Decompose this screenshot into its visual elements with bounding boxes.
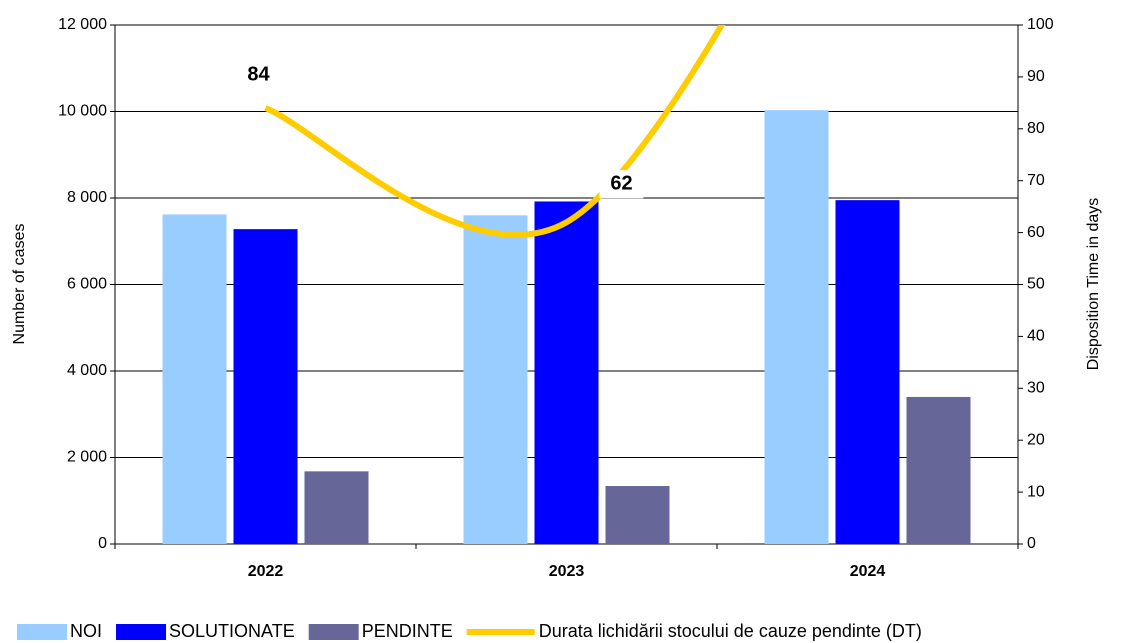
y-tick-label: 8 000 <box>67 189 107 206</box>
y-tick-label: 4 000 <box>67 362 107 379</box>
y2-axis-title: Disposition Time in days <box>1085 198 1102 371</box>
y2-tick-label: 50 <box>1027 276 1045 293</box>
bar <box>605 486 670 544</box>
bar <box>304 471 369 544</box>
bar <box>764 110 829 544</box>
y-tick-label: 12 000 <box>58 16 107 33</box>
legend-swatch <box>17 624 67 640</box>
data-label: 84 <box>247 63 270 85</box>
x-tick-label: 2024 <box>850 563 886 580</box>
y2-tick-label: 40 <box>1027 328 1045 345</box>
y-tick-label: 10 000 <box>58 103 107 120</box>
legend-label: SOLUTIONATE <box>169 621 295 641</box>
x-tick-label: 2023 <box>549 563 585 580</box>
legend-label: NOI <box>70 621 102 641</box>
x-tick-label: 2022 <box>248 563 284 580</box>
bar <box>233 229 298 544</box>
data-label: 62 <box>610 173 632 195</box>
legend-swatch <box>116 624 167 640</box>
legend-label: Durata lichidării stocului de cauze pend… <box>539 621 922 641</box>
y2-tick-label: 60 <box>1027 224 1045 241</box>
line <box>264 25 726 238</box>
y2-tick-label: 10 <box>1027 483 1045 500</box>
data-label-bg <box>599 170 644 199</box>
legend-label: PENDINTE <box>362 621 453 641</box>
y2-tick-label: 30 <box>1027 380 1045 397</box>
y2-tick-label: 100 <box>1027 16 1054 33</box>
y2-tick-label: 70 <box>1027 172 1045 189</box>
y2-tick-label: 80 <box>1027 120 1045 137</box>
y-tick-label: 6 000 <box>67 276 107 293</box>
bar <box>463 215 528 545</box>
y-tick-label: 0 <box>98 535 107 552</box>
y2-tick-label: 90 <box>1027 68 1045 85</box>
y-tick-label: 2 000 <box>67 449 107 466</box>
bar <box>906 396 971 544</box>
bar <box>835 200 900 544</box>
y2-tick-label: 0 <box>1027 535 1036 552</box>
y2-tick-label: 20 <box>1027 431 1045 448</box>
y-axis-title: Number of cases <box>11 224 28 345</box>
legend-swatch <box>308 624 359 640</box>
bar <box>534 201 599 544</box>
bar <box>162 214 227 544</box>
